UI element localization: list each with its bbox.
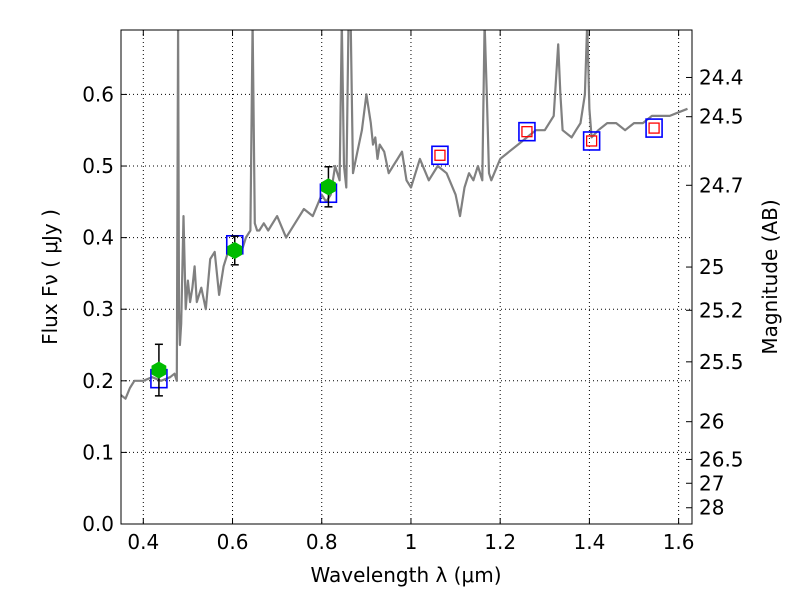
model-inner-marker	[585, 135, 598, 147]
x-tick-label: 1.4	[573, 530, 605, 554]
right-tick-label: 28	[699, 496, 724, 520]
x-tick-label: 0.6	[217, 530, 249, 554]
model-inner-marker	[521, 126, 533, 138]
model-inner-marker	[434, 149, 446, 161]
y-tick-label: 0.4	[82, 226, 114, 250]
y-tick-label: 0.1	[82, 440, 114, 464]
right-axis-label: Magnitude (AB)	[758, 199, 782, 354]
model-inner-marker	[648, 122, 660, 134]
right-tick-label: 24.4	[699, 65, 744, 89]
photometry-point	[151, 361, 167, 379]
right-tick-label: 25.2	[699, 298, 744, 322]
photometry-point	[321, 178, 336, 196]
right-tick-label: 24.7	[699, 173, 744, 197]
x-axis-label: Wavelength λ (μm)	[310, 563, 501, 587]
model-box-marker	[431, 145, 449, 166]
model-box-marker	[645, 118, 663, 138]
right-tick-label: 26	[699, 410, 724, 434]
right-tick-label: 26.5	[699, 447, 744, 471]
x-tick-label: 0.8	[306, 530, 338, 554]
x-axis-ticks: 0.4 0.6 0.8 1 1.2 1.4 1.6	[127, 30, 695, 554]
plot-area	[121, 30, 688, 400]
y-tick-label: 0.5	[82, 154, 114, 178]
x-tick-label: 1.6	[663, 530, 695, 554]
y-tick-label: 0.6	[82, 82, 114, 106]
right-tick-label: 25.5	[699, 350, 744, 374]
y-tick-label: 0.0	[82, 512, 114, 536]
right-tick-label: 25	[699, 255, 724, 279]
photometry-point	[227, 241, 243, 260]
model-box-marker	[582, 131, 601, 151]
y-axis-ticks: 0.0 0.1 0.2 0.3 0.4 0.5 0.6	[82, 82, 127, 536]
right-tick-label: 27	[699, 471, 724, 495]
model-box-marker	[518, 121, 536, 142]
sed-spectrum-line	[121, 30, 688, 400]
x-tick-label: 1	[405, 530, 418, 554]
plot-frame	[120, 29, 693, 525]
y-tick-label: 0.3	[82, 297, 114, 321]
photometry-layer	[151, 165, 336, 397]
x-tick-label: 0.4	[127, 530, 159, 554]
x-tick-label: 1.2	[484, 530, 516, 554]
y-tick-label: 0.2	[82, 369, 114, 393]
sed-layer	[121, 30, 688, 400]
y-axis-label: Flux Fν ( μJy )	[38, 209, 62, 345]
right-tick-label: 24.5	[699, 105, 744, 129]
